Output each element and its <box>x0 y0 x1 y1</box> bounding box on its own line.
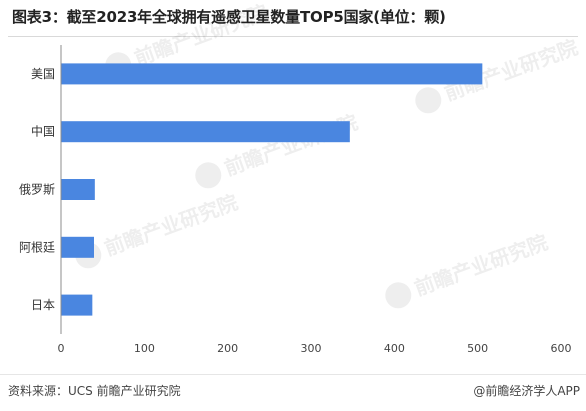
watermark-logo-icon <box>385 282 412 309</box>
bar-1 <box>61 121 350 143</box>
category-label: 俄罗斯 <box>19 183 55 197</box>
watermark-text: 前瞻产业研究院 <box>101 190 241 260</box>
chart-title: 图表3：截至2023年全球拥有遥感卫星数量TOP5国家(单位：颗) <box>12 8 446 26</box>
watermark-logo-icon <box>195 162 222 189</box>
footer-divider <box>0 374 586 375</box>
x-tick-label: 500 <box>467 342 488 355</box>
watermark-text: 前瞻产业研究院 <box>411 230 551 300</box>
bar-3 <box>61 236 94 258</box>
bar-0 <box>61 63 483 85</box>
watermark-text: 前瞻产业研究院 <box>131 0 271 70</box>
category-label: 日本 <box>31 298 55 312</box>
x-tick-label: 400 <box>384 342 405 355</box>
title-divider <box>8 36 578 37</box>
brand-credit: @前瞻经济学人APP <box>473 384 580 398</box>
category-label: 阿根廷 <box>19 240 55 254</box>
x-tick-label: 300 <box>301 342 322 355</box>
watermark: 前瞻产业研究院 <box>385 230 551 309</box>
category-label: 中国 <box>31 124 55 139</box>
watermark-text: 前瞻产业研究院 <box>221 110 361 180</box>
bar-2 <box>61 179 95 200</box>
watermark: 前瞻产业研究院 <box>75 190 241 269</box>
watermark-logo-icon <box>415 87 442 114</box>
x-tick-label: 0 <box>58 342 65 355</box>
source-note: 资料来源：UCS 前瞻产业研究院 <box>8 384 181 398</box>
x-tick-label: 600 <box>551 342 572 355</box>
bars-group <box>61 63 483 316</box>
x-tick-labels: 0 100 200 300 400 500 600 <box>58 342 572 355</box>
bar-4 <box>61 294 93 316</box>
x-tick-label: 100 <box>134 342 155 355</box>
x-tick-label: 200 <box>217 342 238 355</box>
category-label: 美国 <box>31 67 55 81</box>
